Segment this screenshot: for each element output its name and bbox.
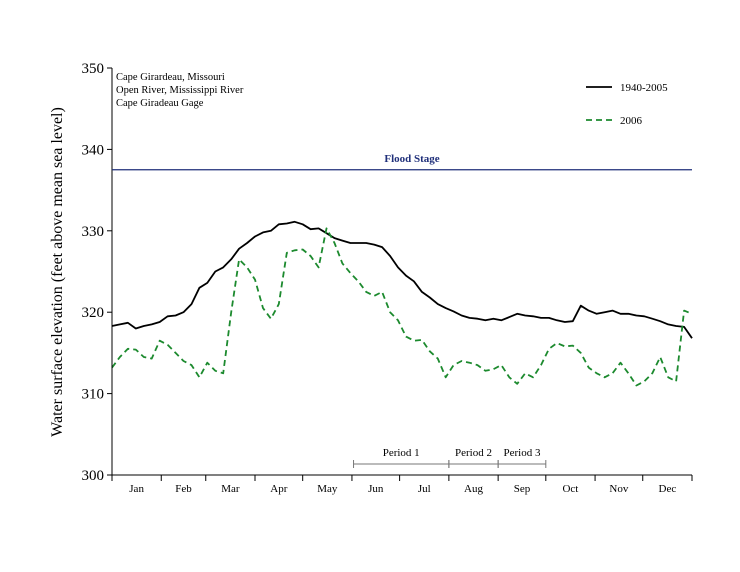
x-tick-label-sep: Sep (514, 483, 531, 495)
site-river-text: Open River, Mississippi River (116, 85, 244, 96)
series-lines (111, 220, 693, 387)
flood-stage-label: Flood Stage (384, 153, 439, 165)
x-tick-label-apr: Apr (270, 483, 287, 495)
period-2-label: Period 2 (455, 447, 492, 459)
series-line-1940-2005 (111, 220, 693, 339)
legend: 1940-2005 2006 (586, 82, 668, 127)
x-tick-label-may: May (317, 483, 338, 495)
y-tick-label-350: 350 (82, 61, 105, 77)
x-tick-label-mar: Mar (221, 483, 240, 495)
x-tick-label-jan: Jan (129, 483, 144, 495)
x-axis-ticks: Jan Feb Mar Apr May Jun Jul Aug Sep Oct Nov Dec (111, 475, 693, 495)
period-3-label: Period 3 (503, 447, 540, 459)
x-tick-label-dec: Dec (659, 483, 677, 495)
x-tick-label-oct: Oct (562, 483, 578, 495)
y-axis-label: Water surface elevation (feet above mean… (49, 107, 66, 437)
site-location-text: Cape Girardeau, Missouri (116, 72, 225, 83)
site-gage-text: Cape Giradeau Gage (116, 98, 204, 109)
x-tick-label-jun: Jun (368, 483, 384, 495)
y-tick-label-340: 340 (82, 142, 105, 158)
y-tick-label-330: 330 (82, 224, 105, 240)
x-tick-label-nov: Nov (609, 483, 628, 495)
y-axis-ticks: 300 310 320 330 340 350 (82, 61, 112, 484)
x-tick-label-feb: Feb (175, 483, 192, 495)
x-tick-label-aug: Aug (464, 483, 483, 495)
legend-label-1940-2005: 1940-2005 (620, 82, 668, 94)
y-tick-label-310: 310 (82, 387, 105, 403)
legend-label-2006: 2006 (620, 115, 643, 127)
x-tick-label-jul: Jul (418, 483, 431, 495)
y-tick-label-320: 320 (82, 305, 105, 321)
period-annotations: Period 1 Period 2 Period 3 (353, 447, 547, 468)
period-1-label: Period 1 (383, 447, 420, 459)
series-line-2006 (111, 227, 693, 387)
y-tick-label-300: 300 (82, 468, 105, 484)
